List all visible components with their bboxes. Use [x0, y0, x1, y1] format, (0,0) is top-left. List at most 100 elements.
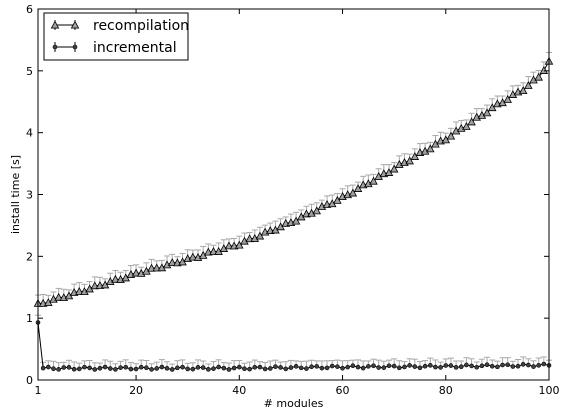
series-line-recompilation: [38, 61, 549, 303]
data-point-incremental: [449, 364, 453, 368]
data-point-incremental: [263, 367, 267, 371]
data-point-incremental: [232, 366, 236, 370]
y-tick-label: 0: [26, 374, 33, 387]
legend-label-incremental: incremental: [93, 40, 177, 56]
data-point-incremental: [88, 366, 92, 370]
data-point-incremental: [139, 365, 143, 369]
data-point-incremental: [335, 365, 339, 369]
data-point-incremental: [77, 367, 81, 371]
data-point-incremental: [325, 366, 329, 370]
data-point-incremental: [46, 365, 50, 369]
data-point-incremental: [165, 366, 169, 370]
data-point-incremental: [511, 365, 515, 369]
x-tick-label: 20: [129, 384, 143, 397]
legend-marker-incremental: [73, 45, 77, 49]
data-point-incremental: [372, 364, 376, 368]
data-point-incremental: [41, 366, 45, 370]
data-point-incremental: [526, 363, 530, 367]
data-point-incremental: [119, 366, 123, 370]
data-point-incremental: [103, 365, 107, 369]
data-point-incremental: [170, 367, 174, 371]
data-point-incremental: [320, 366, 324, 370]
y-tick-label: 1: [26, 312, 33, 325]
data-point-incremental: [532, 365, 536, 369]
errorbars-layer: [35, 53, 552, 372]
y-tick-label: 6: [26, 3, 33, 16]
y-tick-label: 5: [26, 65, 33, 78]
data-point-incremental: [206, 367, 210, 371]
data-point-incremental: [186, 367, 190, 371]
data-point-incremental: [196, 365, 200, 369]
data-point-incremental: [454, 365, 458, 369]
data-point-incremental: [155, 366, 159, 370]
data-point-incremental: [134, 367, 138, 371]
data-point-incremental: [124, 365, 128, 369]
data-point-incremental: [93, 367, 97, 371]
data-point-incremental: [304, 367, 308, 371]
data-point-incremental: [387, 364, 391, 368]
data-point-incremental: [490, 364, 494, 368]
data-point-incremental: [237, 365, 241, 369]
data-point-incremental: [258, 365, 262, 369]
data-point-incremental: [62, 366, 66, 370]
data-point-incremental: [211, 367, 215, 371]
data-point-incremental: [253, 365, 257, 369]
data-point-incremental: [248, 367, 252, 371]
y-tick-label: 2: [26, 250, 33, 263]
data-point-incremental: [444, 364, 448, 368]
data-point-incremental: [470, 364, 474, 368]
data-point-incremental: [289, 366, 293, 370]
data-point-incremental: [51, 367, 55, 371]
data-point-incremental: [382, 366, 386, 370]
x-tick-label: 1: [35, 384, 42, 397]
legend: recompilation incremental: [44, 13, 189, 60]
legend-label-recompilation: recompilation: [93, 18, 189, 34]
data-point-incremental: [150, 367, 154, 371]
data-point-incremental: [129, 367, 133, 371]
data-point-incremental: [279, 365, 283, 369]
data-point-incremental: [397, 366, 401, 370]
data-point-incremental: [175, 366, 179, 370]
data-point-incremental: [181, 365, 185, 369]
data-point-incremental: [227, 367, 231, 371]
data-point-incremental: [516, 364, 520, 368]
data-point-incremental: [294, 364, 298, 368]
data-point-incremental: [191, 367, 195, 371]
plot-frame: [38, 9, 549, 380]
data-point-incremental: [413, 365, 417, 369]
data-point-incremental: [341, 366, 345, 370]
data-point-incremental: [222, 366, 226, 370]
x-tick-label: 60: [336, 384, 350, 397]
data-point-incremental: [351, 364, 355, 368]
data-point-incremental: [495, 365, 499, 369]
data-point-incremental: [217, 365, 221, 369]
y-tick-label: 3: [26, 189, 33, 202]
x-tick-label: 80: [439, 384, 453, 397]
data-point-incremental: [408, 363, 412, 367]
data-point-incremental: [346, 365, 350, 369]
data-point-incremental: [418, 366, 422, 370]
data-point-incremental: [330, 364, 334, 368]
x-axis-title: # modules: [264, 397, 324, 410]
data-point-incremental: [273, 365, 277, 369]
data-point-incremental: [464, 363, 468, 367]
data-point-incremental: [299, 366, 303, 370]
data-point-incremental: [356, 365, 360, 369]
data-point-incremental: [72, 367, 76, 371]
x-tick-label: 40: [232, 384, 246, 397]
data-point-incremental: [310, 365, 314, 369]
data-point-incremental: [67, 365, 71, 369]
data-point-incremental: [268, 366, 272, 370]
data-point-incremental: [377, 366, 381, 370]
data-point-incremental: [439, 365, 443, 369]
data-point-incremental: [506, 363, 510, 367]
data-point-incremental: [480, 364, 484, 368]
data-point-incremental: [521, 362, 525, 366]
data-point-incremental: [113, 367, 117, 371]
data-point-incremental: [433, 365, 437, 369]
data-point-incremental: [242, 367, 246, 371]
data-point-incremental: [537, 363, 541, 367]
data-point-incremental: [201, 366, 205, 370]
